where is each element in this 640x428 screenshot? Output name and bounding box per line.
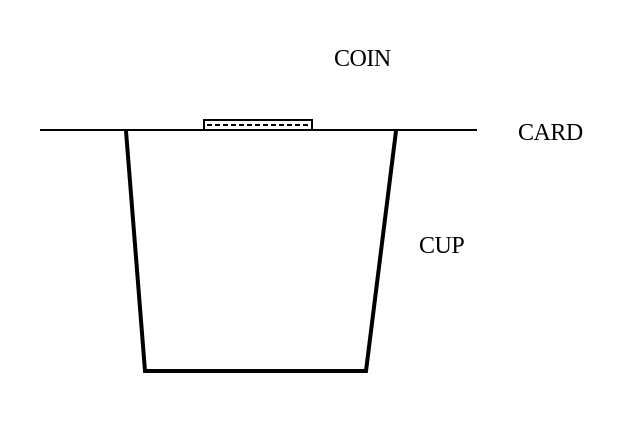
coin-label: COIN — [334, 46, 391, 72]
cup-label: CUP — [419, 233, 464, 259]
card-label: CARD — [518, 120, 583, 146]
cup-outline — [124, 130, 398, 373]
coin — [203, 119, 313, 131]
